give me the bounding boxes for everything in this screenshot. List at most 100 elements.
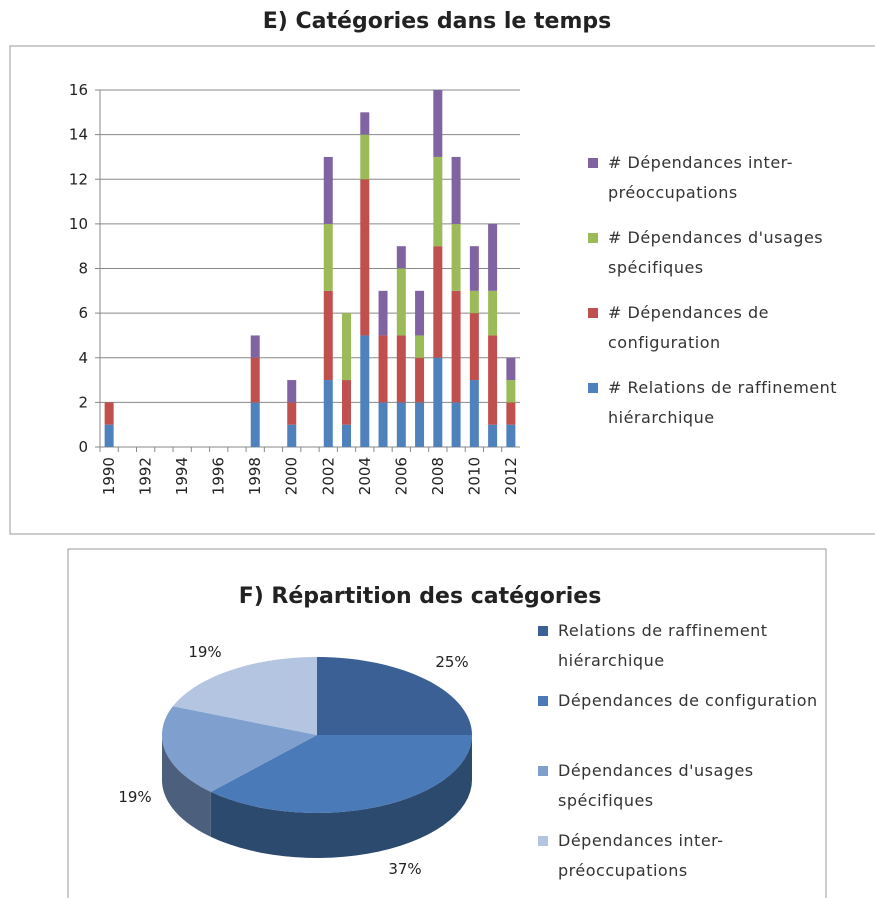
bar-segment: [342, 380, 352, 425]
legend-swatch: [588, 158, 598, 168]
bar-segment: [451, 156, 461, 224]
bar-segment: [104, 424, 114, 447]
bar-segment: [506, 357, 516, 381]
chart-frame: [9, 45, 875, 535]
x-tick-label: 2002: [319, 457, 337, 495]
bar-segment: [415, 335, 425, 358]
data-label: 37%: [388, 860, 421, 878]
bar-segment: [323, 380, 333, 447]
bar-segment: [342, 313, 352, 381]
bar-segment: [469, 290, 479, 314]
bar-segment: [250, 402, 260, 447]
legend-entry: Dépendances inter-préoccupations: [538, 826, 818, 886]
legend-entry: # Dépendances d'usages spécifiques: [588, 223, 875, 283]
bar-segment: [396, 402, 406, 447]
bar-segment: [104, 402, 114, 425]
bar-segment: [433, 156, 443, 247]
x-tick-label: 2004: [356, 457, 374, 495]
bar-segment: [342, 424, 352, 447]
pie-side: [210, 735, 472, 858]
y-tick-label: 0: [78, 438, 88, 456]
legend-label: Dépendances d'usages spécifiques: [558, 761, 754, 810]
legend-entry: # Dépendances inter-préoccupations: [588, 148, 875, 208]
bar-segment: [433, 357, 443, 447]
y-tick-label: 4: [78, 349, 88, 367]
data-label: 19%: [188, 643, 221, 661]
bar-segment: [250, 335, 260, 358]
bar-segment: [488, 290, 498, 336]
bar-segment: [488, 424, 498, 447]
bar-segment: [506, 380, 516, 403]
x-tick-label: 1996: [210, 457, 228, 495]
bar-segment: [451, 290, 461, 403]
legend-swatch: [538, 836, 548, 846]
bar-segment: [488, 223, 498, 291]
bar-segment: [323, 156, 333, 224]
legend-label: # Dépendances inter-préoccupations: [608, 153, 793, 202]
legend-label: Dépendances de configuration: [558, 691, 818, 710]
bar-segment: [378, 290, 388, 336]
legend-entry: Dépendances d'usages spécifiques: [538, 756, 818, 816]
bar-segment: [360, 335, 370, 447]
y-tick-label: 16: [69, 81, 88, 99]
bar-segment: [396, 246, 406, 269]
bar-segment: [287, 402, 297, 425]
x-tick-label: 1992: [137, 457, 155, 495]
bar-segment: [250, 357, 260, 403]
x-tick-label: 2008: [429, 457, 447, 495]
legend-entry: # Dépendances de configuration: [588, 298, 875, 358]
bar-segment: [360, 112, 370, 135]
chart-title: F) Répartition des catégories: [239, 584, 602, 609]
bar-segment: [287, 424, 297, 447]
legend-swatch: [538, 766, 548, 776]
bar-segment: [396, 268, 406, 336]
chart-title: E) Catégories dans le temps: [263, 9, 611, 34]
bar-segment: [323, 290, 333, 381]
bar-segment: [433, 246, 443, 358]
y-tick-label: 2: [78, 393, 88, 411]
legend-swatch: [588, 383, 598, 393]
bar-segment: [469, 246, 479, 291]
y-tick-label: 14: [69, 126, 88, 144]
bar-segment: [488, 335, 498, 425]
x-tick-label: 1994: [173, 457, 191, 495]
pie-slice: [317, 657, 472, 735]
legend-label: Relations de raffinement hiérarchique: [558, 621, 768, 670]
pie-slice: [172, 657, 317, 735]
y-tick-label: 10: [69, 215, 88, 233]
legend-entry: # Relations de raffinement hiérarchique: [588, 373, 875, 433]
bar-segment: [378, 402, 388, 447]
pie-slice: [210, 735, 472, 813]
x-tick-label: 2006: [392, 457, 410, 495]
bar-segment: [469, 313, 479, 381]
bar-segment: [506, 424, 516, 447]
legend-label: # Relations de raffinement hiérarchique: [608, 378, 838, 427]
x-tick-label: 2012: [502, 457, 520, 495]
bar-segment: [360, 179, 370, 336]
legend-swatch: [588, 308, 598, 318]
legend-entry: Relations de raffinement hiérarchique: [538, 616, 818, 676]
bar-segment: [433, 90, 443, 157]
data-label: 19%: [118, 788, 151, 806]
legend-label: Dépendances inter-préoccupations: [558, 831, 724, 880]
pie-side: [162, 735, 211, 837]
pie-slice: [162, 706, 317, 792]
x-tick-label: 1990: [100, 457, 118, 495]
legend-swatch: [588, 233, 598, 243]
legend-swatch: [538, 626, 548, 636]
data-label: 25%: [435, 653, 468, 671]
chart-frame: [67, 548, 827, 898]
legend-swatch: [538, 696, 548, 706]
bar-segment: [415, 290, 425, 336]
bar-segment: [287, 380, 297, 403]
bar-segment: [506, 402, 516, 425]
x-tick-label: 2000: [283, 457, 301, 495]
bar-segment: [415, 357, 425, 403]
y-tick-label: 8: [78, 260, 88, 278]
bar-segment: [378, 335, 388, 403]
bar-segment: [415, 402, 425, 447]
y-tick-label: 6: [78, 304, 88, 322]
bar-segment: [396, 335, 406, 403]
